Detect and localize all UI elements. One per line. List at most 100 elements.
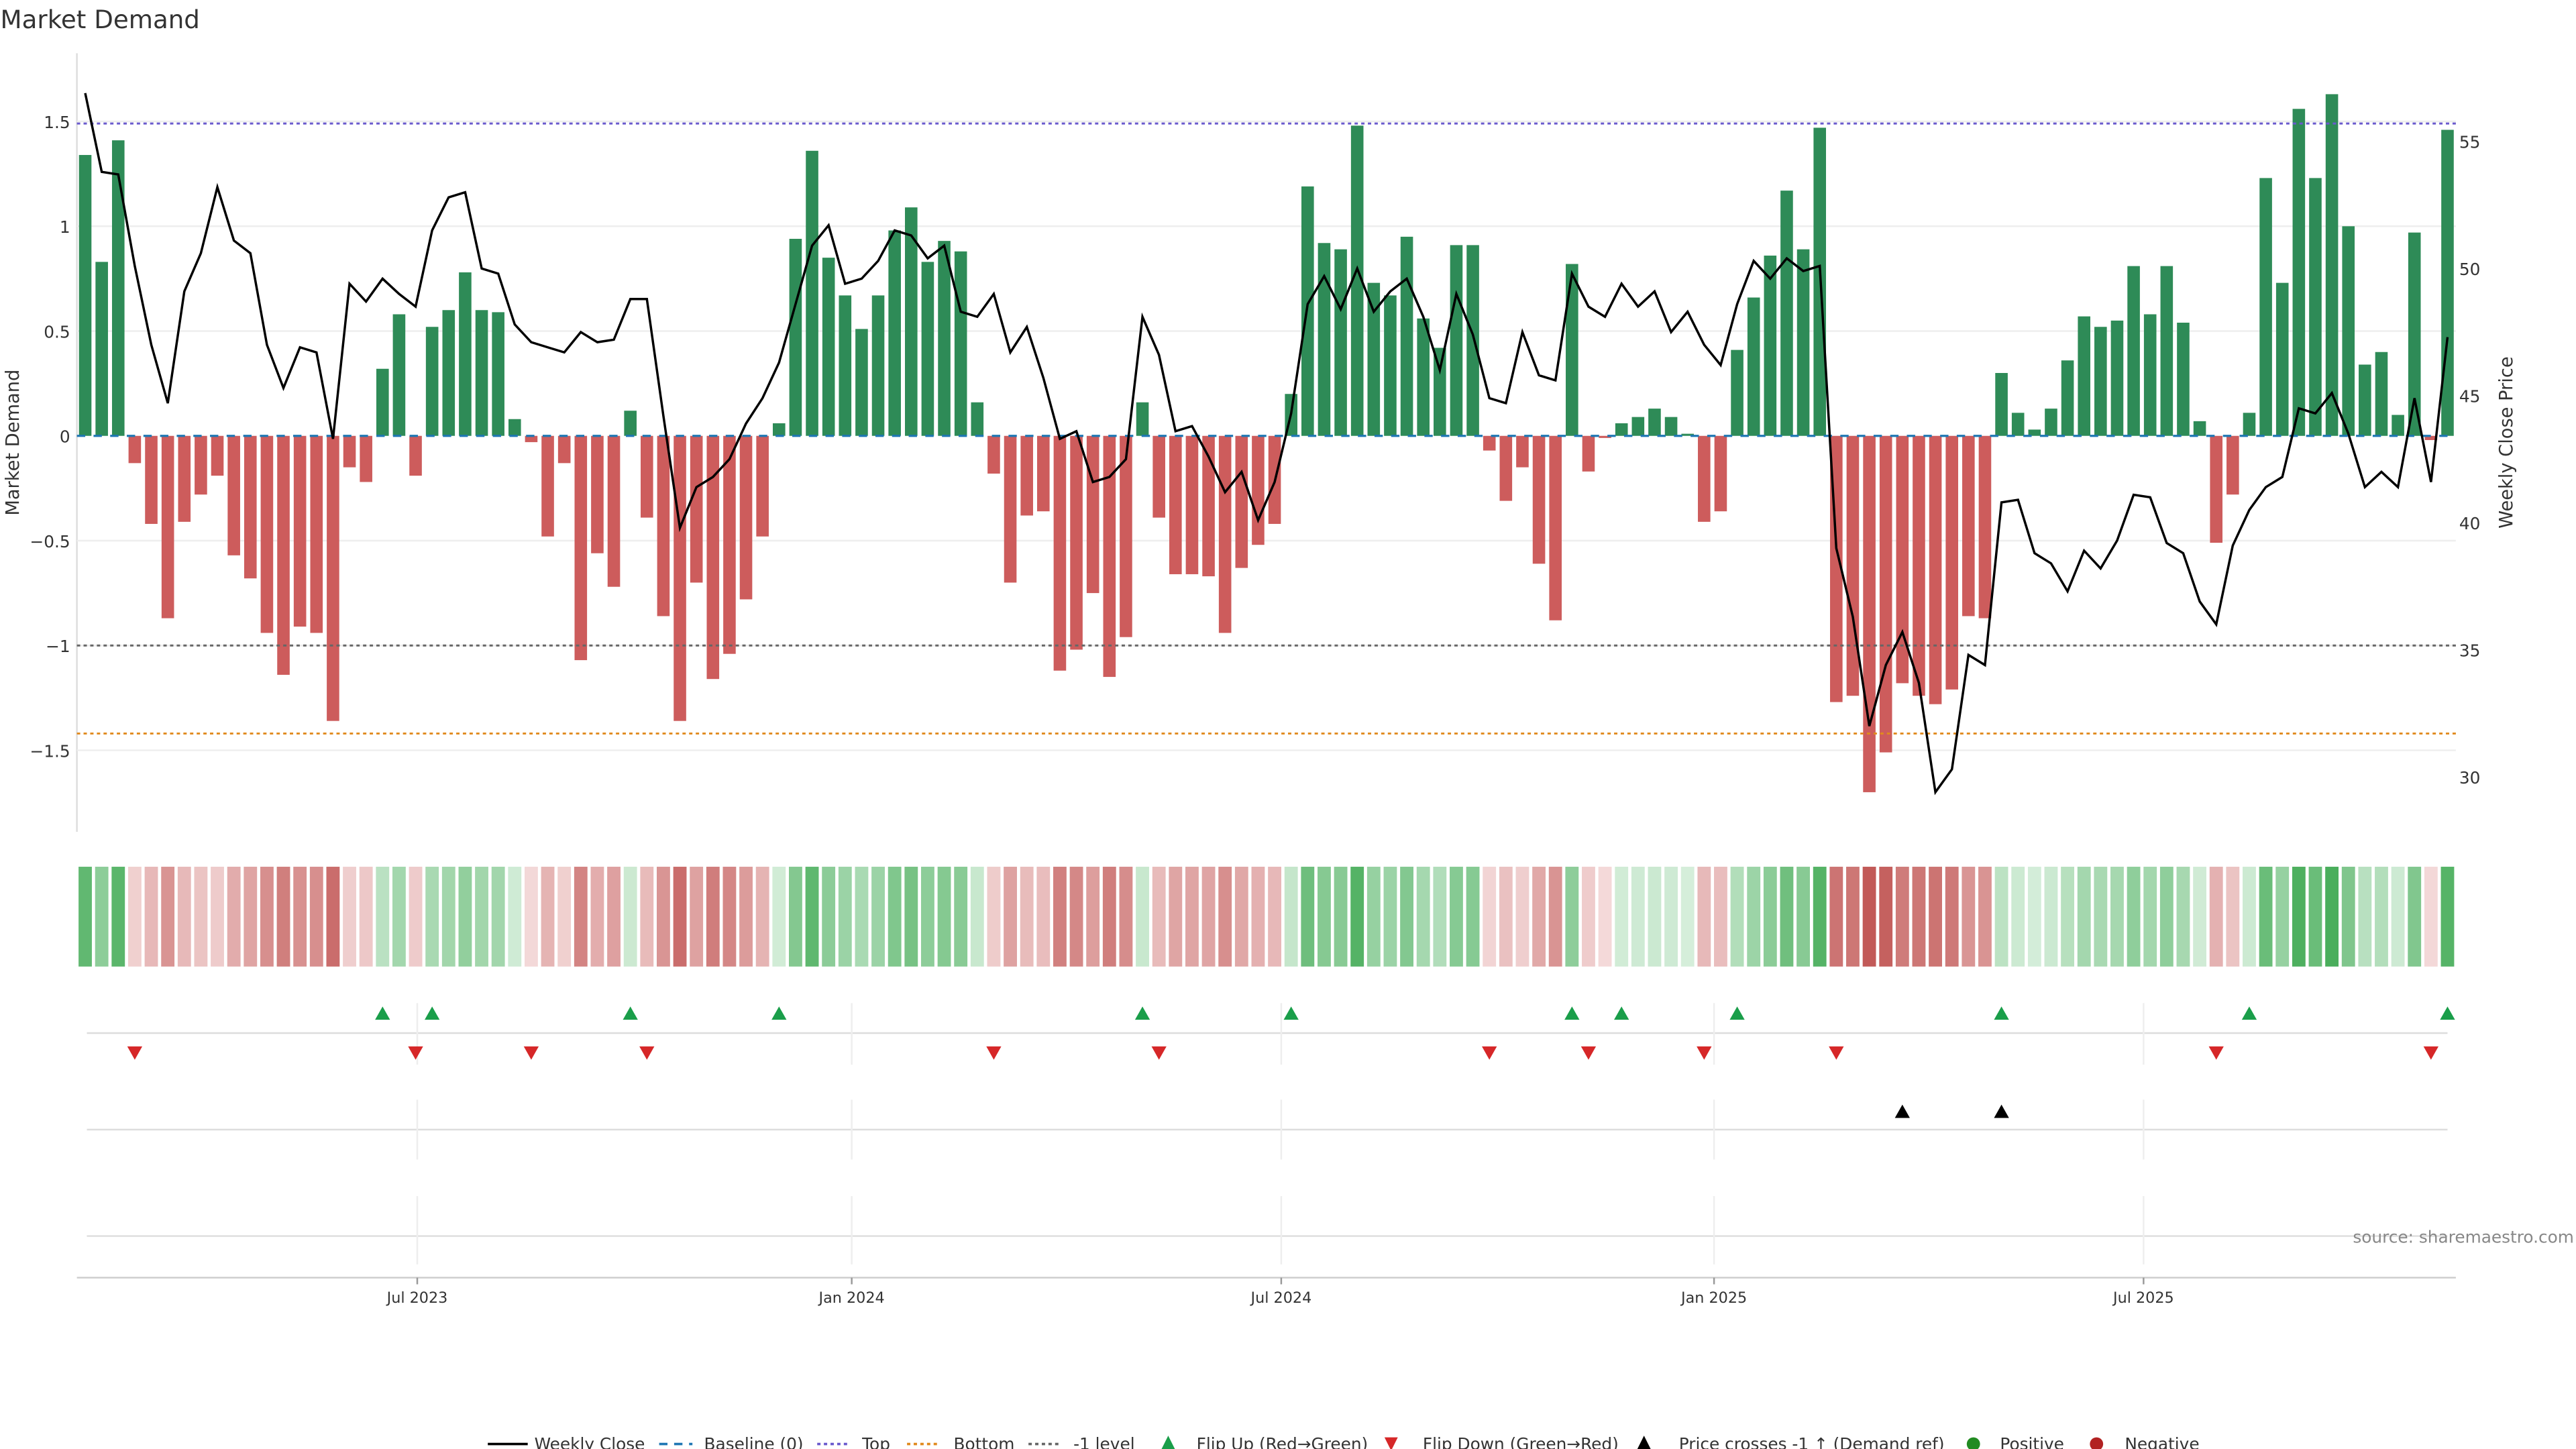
- demand-bar: [2094, 327, 2107, 436]
- heat-cell: [2341, 867, 2355, 967]
- flip-down-marker: [1829, 1046, 1844, 1060]
- demand-bar: [1466, 245, 1479, 436]
- demand-bar: [1532, 435, 1546, 564]
- heat-cell: [2440, 867, 2455, 967]
- demand-bar: [624, 411, 637, 436]
- demand-bar: [244, 435, 257, 579]
- heat-cell: [1978, 867, 1992, 967]
- heat-cell: [1185, 867, 1199, 967]
- heat-cell: [1912, 867, 1926, 967]
- demand-bar: [1516, 435, 1529, 468]
- demand-bar: [2292, 109, 2306, 436]
- demand-bar: [2424, 435, 2438, 440]
- demand-bar: [1945, 435, 1959, 690]
- heat-cell: [1780, 867, 1794, 967]
- demand-bar: [1499, 435, 1513, 501]
- demand-bar: [987, 435, 1000, 474]
- demand-bar: [2127, 266, 2140, 436]
- heat-cell: [1400, 867, 1413, 967]
- legend-label: Baseline (0): [704, 1434, 804, 1449]
- heat-cell: [855, 867, 869, 967]
- demand-bar: [211, 435, 224, 476]
- heat-cell: [2143, 867, 2157, 967]
- heat-cell: [2275, 867, 2290, 967]
- heat-cell: [805, 867, 819, 967]
- heat-cell: [607, 867, 621, 967]
- demand-bar: [1962, 435, 1975, 616]
- y2-tick-label: 50: [2459, 260, 2481, 279]
- demand-bar: [806, 150, 818, 436]
- heat-cell: [871, 867, 885, 967]
- heat-cell: [2127, 867, 2141, 967]
- flip-down-marker: [1482, 1046, 1497, 1060]
- demand-bar: [706, 435, 720, 680]
- demand-bar: [1714, 435, 1727, 512]
- demand-bar: [855, 329, 868, 436]
- heat-cell: [1714, 867, 1727, 967]
- demand-bar: [1169, 435, 1182, 574]
- demand-bar: [1334, 249, 1347, 436]
- flip-up-marker: [375, 1006, 390, 1020]
- demand-bar: [871, 295, 885, 436]
- heat-cell: [2226, 867, 2240, 967]
- heat-cell: [590, 867, 604, 967]
- heat-cell: [1846, 867, 1860, 967]
- heat-cell: [2375, 867, 2388, 967]
- legend-label: Positive: [2000, 1434, 2064, 1449]
- heat-cell: [1829, 867, 1843, 967]
- heat-cell: [755, 867, 769, 967]
- flip-up-marker: [1134, 1006, 1150, 1020]
- demand-bar: [1879, 435, 1892, 753]
- demand-bar: [1384, 295, 1397, 436]
- demand-bar: [1004, 435, 1017, 583]
- reference-lines: [76, 122, 2456, 735]
- heat-cell: [78, 867, 92, 967]
- x-tick-label: Jul 2023: [386, 1289, 448, 1307]
- heat-cell: [1350, 867, 1364, 967]
- heat-cell: [244, 867, 258, 967]
- heat-cell: [888, 867, 902, 967]
- demand-bar: [2011, 413, 2025, 436]
- demand-bar: [1218, 435, 1232, 633]
- demand-bar: [739, 435, 753, 600]
- heat-cell: [656, 867, 670, 967]
- demand-bar: [1747, 297, 1760, 436]
- demand-bar: [2275, 282, 2289, 436]
- heat-cell: [1234, 867, 1248, 967]
- demand-bar: [822, 258, 835, 436]
- marker-panels: [87, 1003, 2448, 1265]
- legend-label: Price crosses -1 ↑ (Demand ref): [1679, 1434, 1945, 1449]
- flip-down-marker: [523, 1046, 539, 1060]
- demand-bar: [640, 435, 653, 518]
- legend-positive-icon: [1966, 1437, 1980, 1449]
- demand-bar: [2325, 94, 2339, 436]
- y-tick-label: 0: [60, 427, 70, 447]
- heat-cell: [1862, 867, 1876, 967]
- heat-cell: [1450, 867, 1463, 967]
- flip-down-marker: [408, 1046, 423, 1060]
- heat-cell: [1548, 867, 1562, 967]
- heat-cell: [1879, 867, 1893, 967]
- flip-up-marker: [1614, 1006, 1629, 1020]
- demand-bar: [1698, 435, 1711, 522]
- demand-bar: [1152, 435, 1165, 518]
- heat-cell: [2209, 867, 2223, 967]
- demand-heat-strip: [78, 867, 2455, 967]
- heat-cell: [2358, 867, 2372, 967]
- heat-cell: [2325, 867, 2339, 967]
- heat-cell: [789, 867, 802, 967]
- heat-cell: [144, 867, 158, 967]
- heat-cell: [95, 867, 109, 967]
- flip-up-marker: [1283, 1006, 1299, 1020]
- heat-cell: [1565, 867, 1579, 967]
- heat-cell: [111, 867, 125, 967]
- source-credit: source: sharemaestro.com: [2353, 1227, 2574, 1246]
- flip-up-marker: [1729, 1006, 1745, 1020]
- flip-down-marker: [986, 1046, 1002, 1060]
- heat-cell: [1598, 867, 1612, 967]
- y2-tick-label: 55: [2459, 133, 2481, 152]
- demand-bar: [1764, 256, 1777, 436]
- flip-down-marker: [1580, 1046, 1597, 1060]
- demand-bar: [178, 435, 191, 522]
